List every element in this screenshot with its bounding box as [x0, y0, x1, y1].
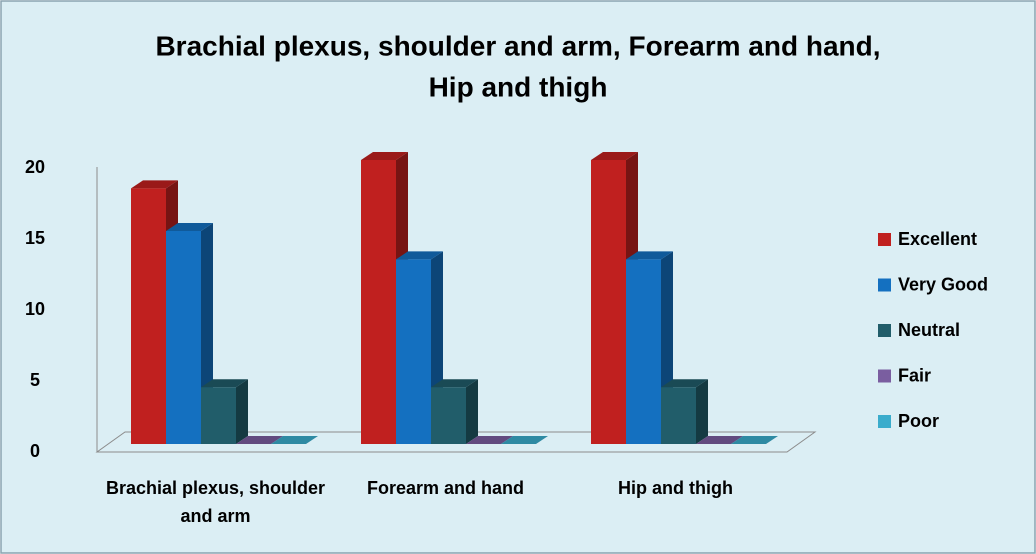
bar — [661, 379, 708, 444]
bar-side — [236, 379, 248, 444]
bar-top — [591, 152, 638, 160]
bar-top — [361, 152, 408, 160]
bar-top — [696, 436, 743, 444]
legend-swatch — [878, 278, 891, 292]
bar — [501, 436, 548, 444]
bar-front — [626, 259, 661, 444]
bar-side — [696, 379, 708, 444]
bar — [201, 379, 248, 444]
bar-front — [166, 231, 201, 444]
bar-front — [396, 259, 431, 444]
y-tick-label: 20 — [25, 157, 45, 177]
legend-swatch — [878, 233, 891, 246]
bar-top — [661, 379, 708, 388]
bar-front — [591, 160, 626, 444]
x-tick-label: Brachial plexus, shoulder and arm — [105, 478, 326, 526]
bar-top — [166, 223, 213, 231]
bar-top — [466, 436, 513, 444]
bar — [431, 379, 478, 444]
bar — [271, 436, 318, 444]
bar-top — [626, 251, 673, 260]
bar-front — [131, 188, 166, 444]
bar-top — [131, 180, 178, 189]
bar-top — [431, 379, 478, 388]
bar-front — [431, 387, 466, 444]
bar — [731, 436, 778, 444]
legend-label: Neutral — [898, 320, 960, 340]
legend-label: Fair — [898, 365, 931, 385]
y-tick-label: 10 — [25, 299, 45, 319]
bar — [696, 436, 743, 444]
legend-label: Poor — [898, 411, 939, 431]
bar — [396, 251, 443, 444]
bar — [236, 436, 283, 444]
bar-side — [466, 379, 478, 444]
x-tick-label: Hip and thigh — [618, 478, 733, 498]
bar-top — [731, 436, 778, 444]
y-tick-label: 15 — [25, 228, 45, 248]
bar-front — [661, 387, 696, 444]
y-tick-label: 0 — [30, 441, 40, 461]
legend-swatch — [878, 369, 891, 383]
bar — [466, 436, 513, 444]
bar-top — [236, 436, 283, 444]
y-tick-label: 5 — [30, 370, 40, 390]
chart-title: Brachial plexus, shoulder and arm, Forea… — [155, 30, 880, 61]
bar-front — [201, 387, 236, 444]
floor — [95, 431, 817, 453]
legend-swatch — [878, 324, 891, 337]
bar-front — [361, 160, 396, 444]
bar-top — [201, 379, 248, 388]
bar-top — [396, 251, 443, 260]
chart-title: Hip and thigh — [429, 71, 608, 102]
x-tick-label: Forearm and hand — [366, 478, 525, 498]
bar-top — [271, 436, 318, 444]
legend-label: Excellent — [898, 229, 977, 249]
legend-label: Very Good — [898, 274, 988, 294]
legend-swatch — [878, 415, 891, 428]
bar-top — [501, 436, 548, 444]
